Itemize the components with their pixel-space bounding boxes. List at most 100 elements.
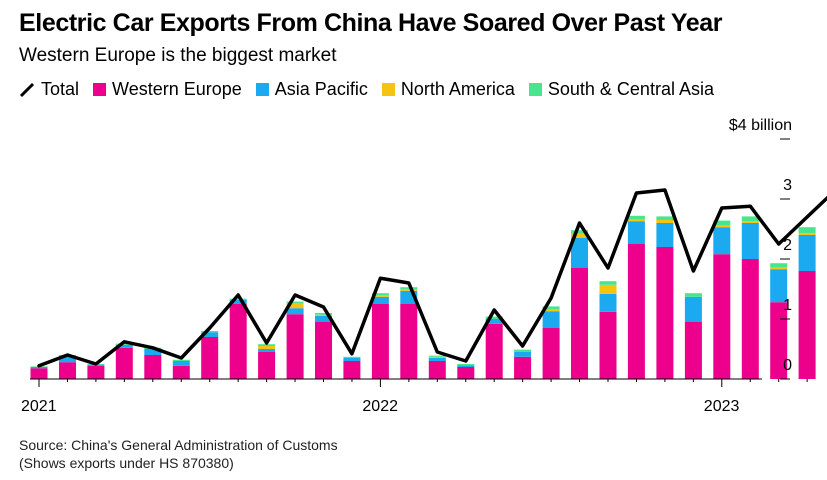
bar-segment-north-america: [371, 295, 389, 297]
bar-segment-south-central-asia: [343, 356, 361, 358]
bar-segment-south-central-asia: [599, 281, 617, 285]
bar-segment-asia-pacific: [571, 238, 588, 268]
bar-segment-south-central-asia: [741, 216, 759, 222]
bar-segment-north-america: [258, 346, 276, 349]
bar-segment-north-america: [798, 233, 816, 235]
source-note: Source: China's General Administration o…: [19, 436, 338, 472]
y-tick-label: 3: [783, 177, 792, 194]
bar-segment-western-europe: [229, 304, 247, 379]
bar-segment-south-central-asia: [713, 220, 731, 226]
legend-swatch-south-central-asia: [528, 83, 542, 96]
bar-segment-asia-pacific: [542, 311, 560, 328]
bar-segment-western-europe: [400, 304, 418, 379]
bar-segment-western-europe: [599, 311, 617, 379]
bar-segment-south-central-asia: [514, 349, 532, 352]
bar-segment-asia-pacific: [59, 356, 76, 363]
y-tick-label: 2: [783, 237, 792, 254]
legend-label-south-central-asia: South & Central Asia: [547, 79, 714, 99]
source-line-1: Source: China's General Administration o…: [19, 437, 338, 453]
bar-segment-south-central-asia: [286, 301, 304, 304]
legend-item-total: Total: [19, 79, 79, 100]
bar-segment-south-central-asia: [627, 215, 645, 220]
bar-segment-south-central-asia: [315, 313, 332, 315]
x-axis: 2021 2022 2023: [21, 379, 808, 415]
bar-segment-asia-pacific: [627, 221, 645, 244]
chart-title: Electric Car Exports From China Have Soa…: [19, 9, 723, 37]
bar-segment-south-central-asia: [115, 343, 133, 345]
bar-segment-western-europe: [258, 352, 276, 379]
bar-segment-asia-pacific: [144, 349, 162, 355]
bar-segment-asia-pacific: [485, 319, 503, 324]
bar-segment-western-europe: [343, 361, 361, 379]
bar-segment-western-europe: [485, 323, 503, 379]
bar-segment-south-central-asia: [684, 293, 702, 297]
x-tick-label: 2022: [362, 398, 398, 415]
bar-segment-south-central-asia: [656, 216, 674, 220]
bar-segment-western-europe: [286, 314, 304, 379]
bar-segment-western-europe: [741, 259, 759, 379]
bar-segment-north-america: [770, 267, 788, 270]
legend-label-north-america: North America: [400, 79, 515, 99]
legend: Total Western Europe Asia Pacific North …: [19, 79, 728, 100]
bar-segment-south-central-asia: [400, 287, 418, 289]
legend-swatch-asia-pacific: [255, 83, 269, 96]
bar-segment-north-america: [542, 309, 560, 312]
bar-segment-south-central-asia: [542, 306, 560, 310]
legend-item-south-central-asia: South & Central Asia: [528, 79, 714, 100]
bar-segment-asia-pacific: [599, 293, 617, 312]
y-axis: 0 1 2 3 $4 billion: [729, 117, 792, 380]
bar-segment-south-central-asia: [770, 263, 788, 268]
bar-segment-western-europe: [627, 244, 645, 379]
bar-segment-north-america: [713, 225, 731, 228]
line-swatch-icon: [19, 82, 35, 97]
legend-swatch-north-america: [381, 83, 395, 96]
x-tick-label: 2021: [21, 398, 57, 415]
bar-segment-western-europe: [172, 365, 190, 379]
bar-segment-asia-pacific: [428, 358, 446, 361]
bar-segment-asia-pacific: [713, 227, 731, 255]
bar-segment-asia-pacific: [343, 358, 361, 361]
source-line-2: (Shows exports under HS 870380): [19, 455, 234, 471]
bar-segment-western-europe: [571, 268, 588, 379]
bar-segment-asia-pacific: [684, 296, 702, 322]
bar-segment-asia-pacific: [457, 365, 475, 367]
bar-segment-western-europe: [713, 254, 731, 379]
bar-segment-western-europe: [428, 361, 446, 379]
y-tick-label: 1: [783, 297, 792, 314]
bar-segment-south-central-asia: [229, 298, 247, 300]
y-tick-label: 0: [783, 357, 792, 374]
bar-segment-western-europe: [371, 304, 389, 379]
bars-group: [30, 215, 816, 379]
bar-segment-north-america: [428, 356, 446, 358]
bar-segment-western-europe: [87, 365, 105, 379]
bar-segment-asia-pacific: [172, 361, 190, 366]
bar-segment-south-central-asia: [258, 344, 276, 346]
bar-segment-south-central-asia: [457, 364, 475, 366]
bar-segment-western-europe: [59, 362, 76, 379]
legend-label-western-europe: Western Europe: [112, 79, 242, 99]
total-line: [37, 188, 827, 368]
bar-segment-western-europe: [798, 271, 816, 379]
bar-segment-asia-pacific: [371, 296, 389, 304]
legend-label-asia-pacific: Asia Pacific: [274, 79, 368, 99]
bar-segment-asia-pacific: [656, 223, 674, 247]
bar-segment-asia-pacific: [229, 299, 247, 304]
bar-segment-south-central-asia: [172, 359, 190, 361]
legend-item-asia-pacific: Asia Pacific: [255, 79, 368, 100]
legend-item-western-europe: Western Europe: [93, 79, 242, 100]
bar-segment-asia-pacific: [770, 269, 788, 303]
legend-item-north-america: North America: [381, 79, 515, 100]
bar-segment-asia-pacific: [30, 367, 48, 369]
bar-segment-western-europe: [542, 328, 560, 379]
bar-segment-asia-pacific: [514, 352, 532, 357]
bar-segment-north-america: [627, 219, 645, 222]
bar-segment-western-europe: [457, 367, 475, 379]
bar-segment-north-america: [741, 221, 759, 223]
bar-segment-western-europe: [684, 322, 702, 379]
bar-segment-western-europe: [144, 355, 162, 379]
bar-segment-asia-pacific: [258, 349, 276, 352]
bar-segment-asia-pacific: [201, 332, 219, 337]
bar-segment-south-central-asia: [371, 293, 389, 295]
bar-segment-north-america: [315, 314, 332, 316]
